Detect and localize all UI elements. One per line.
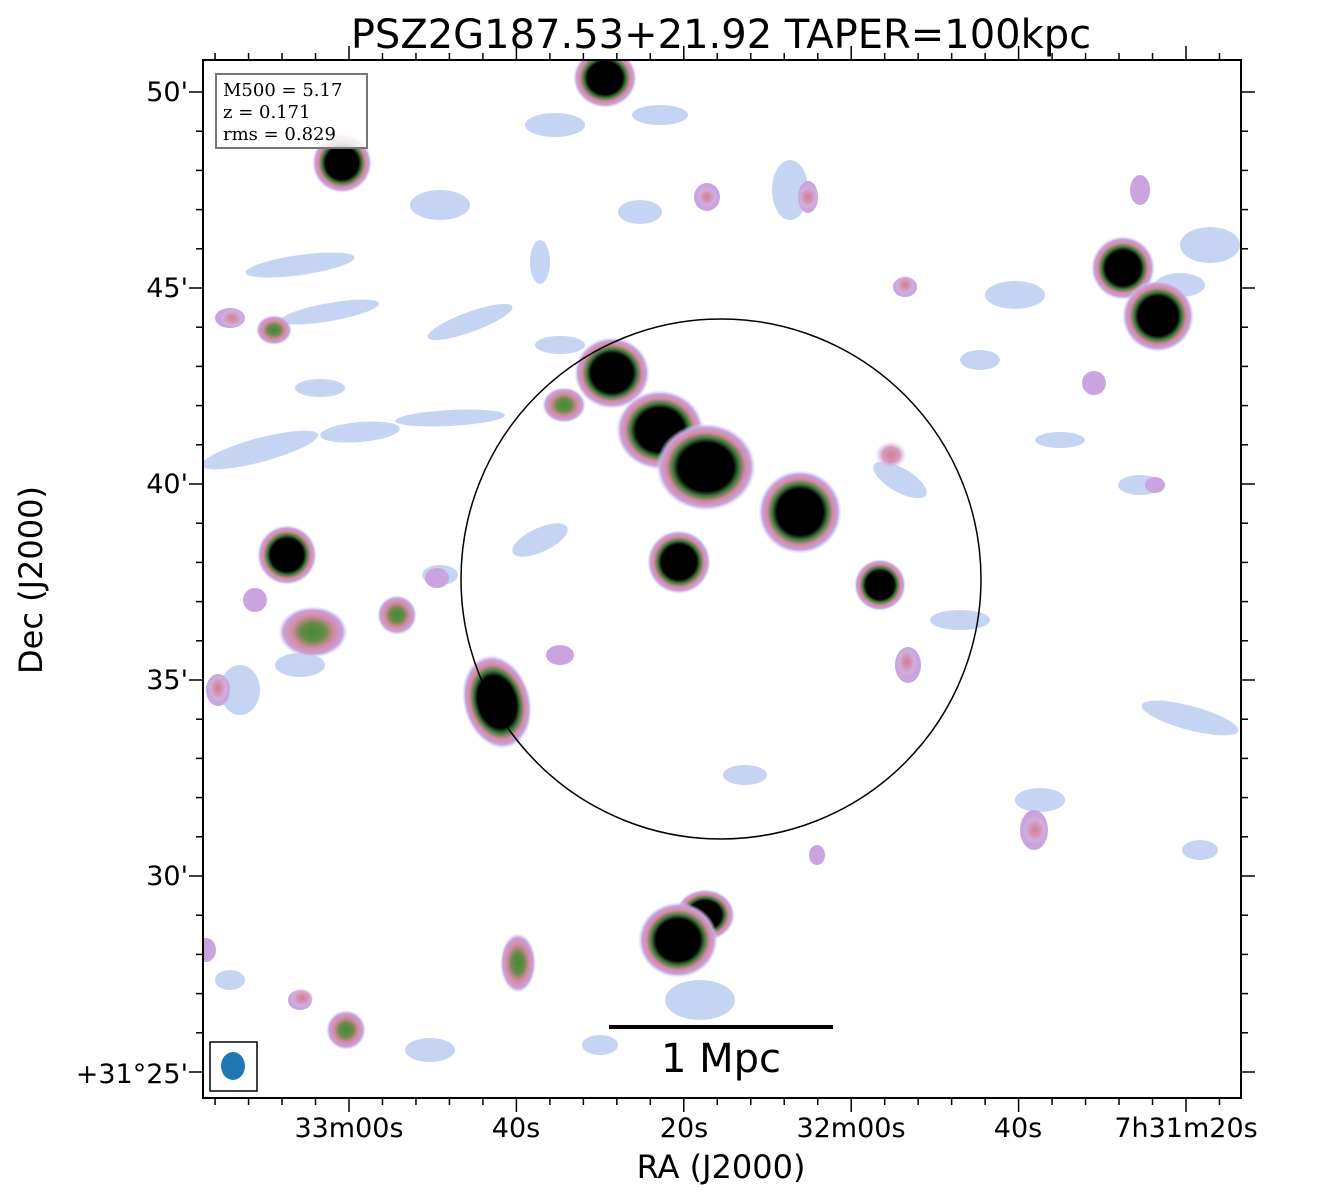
info-m500: M500 = 5.17 bbox=[223, 80, 342, 101]
info-box bbox=[215, 73, 368, 149]
bright-sources bbox=[257, 60, 1194, 978]
y-tick-label: 40' bbox=[146, 469, 188, 500]
y-tick-label: 30' bbox=[146, 861, 188, 892]
plot-frame bbox=[202, 59, 1242, 1099]
x-tick-label: 33m00s bbox=[294, 1113, 403, 1144]
y-tick-label: 45' bbox=[146, 273, 188, 304]
x-axis-label: RA (J2000) bbox=[637, 1148, 806, 1186]
x-tick-label: 32m00s bbox=[796, 1113, 905, 1144]
x-tick-label: 7h31m20s bbox=[1114, 1113, 1257, 1144]
x-tick-label: 40s bbox=[994, 1113, 1042, 1144]
plot-area bbox=[203, 60, 1241, 1098]
radio-emission-map bbox=[203, 60, 1240, 1092]
beam-ellipse bbox=[221, 1052, 245, 1080]
plot-title: PSZ2G187.53+21.92 TAPER=100kpc bbox=[351, 12, 1091, 58]
r500-circle bbox=[460, 318, 982, 840]
green-sources bbox=[256, 315, 586, 1050]
faint-emission bbox=[203, 105, 1240, 1062]
info-rms: rms = 0.829 bbox=[223, 124, 336, 145]
x-tick-label: 20s bbox=[660, 1113, 708, 1144]
y-axis-label: Dec (J2000) bbox=[12, 486, 50, 674]
x-tick-label: 40s bbox=[492, 1113, 540, 1144]
scale-bar-label: 1 Mpc bbox=[661, 1036, 781, 1082]
y-tick-label: 50' bbox=[146, 77, 188, 108]
y-tick-label: 35' bbox=[146, 665, 188, 696]
pink-emission bbox=[208, 185, 1047, 1008]
y-tick-label: +31°25' bbox=[76, 1059, 188, 1090]
axis-ticks bbox=[189, 46, 1255, 1112]
info-redshift: z = 0.171 bbox=[223, 102, 311, 123]
